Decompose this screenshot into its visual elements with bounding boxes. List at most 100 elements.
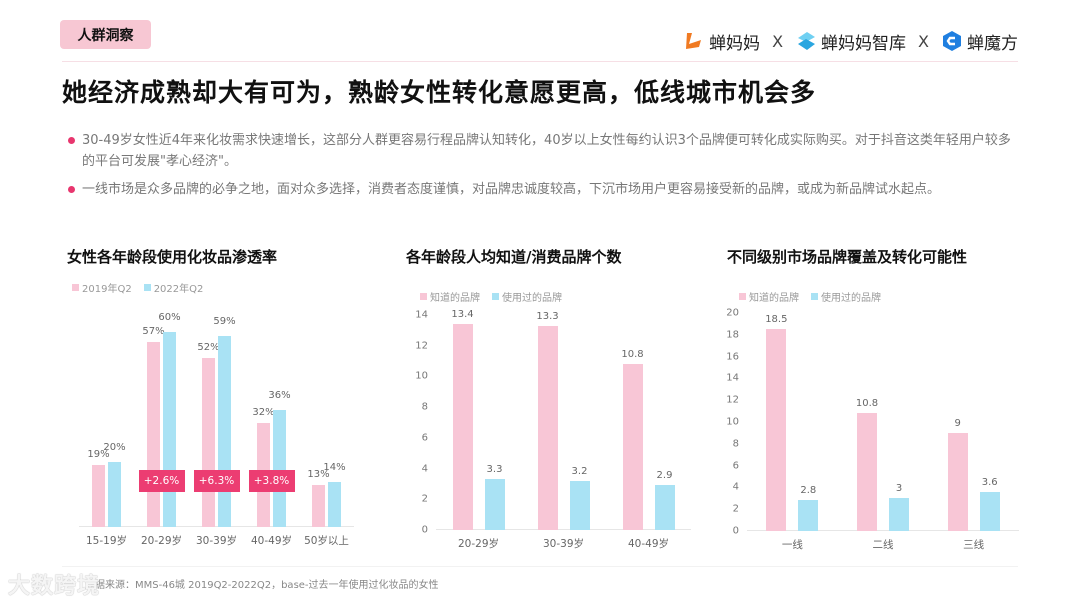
- data-label: 3.3: [486, 464, 503, 476]
- data-label: 60%: [158, 312, 181, 324]
- legend-item-used: 使用过的品牌: [811, 289, 881, 304]
- legend-label: 知道的品牌: [430, 293, 480, 304]
- growth-badge: +3.8%: [248, 470, 295, 492]
- y-tick-label: 2: [421, 493, 428, 505]
- data-label: 19%: [87, 449, 110, 461]
- bar-series1: [947, 432, 968, 531]
- data-label: 10.8: [621, 349, 644, 361]
- y-tick-label: 6: [732, 460, 739, 472]
- data-label: 57%: [142, 326, 165, 338]
- logo-label: 蝉魔方: [967, 33, 1018, 54]
- legend-label: 使用过的品牌: [502, 293, 562, 304]
- bar-series2: [273, 410, 286, 527]
- y-tick-label: 0: [421, 524, 428, 536]
- data-label: 3.2: [571, 465, 588, 477]
- legend-swatch-icon: [492, 293, 499, 300]
- chart-brand-count-by-age: 各年龄段人均知道/消费品牌个数 知道的品牌 使用过的品牌 0 2 4 6 8 10 12 14…: [406, 246, 691, 556]
- bar-series2: [798, 500, 819, 531]
- data-label: 2.8: [800, 485, 817, 497]
- x-axis: [747, 530, 1019, 531]
- y-tick-label: 4: [421, 463, 428, 475]
- y-tick-label: 14: [415, 309, 428, 321]
- y-tick-label: 2: [732, 503, 739, 515]
- x-tick-label: 20-29岁: [457, 538, 500, 550]
- data-label: 3.6: [981, 476, 998, 488]
- logo-label: 蝉妈妈智库: [821, 33, 907, 54]
- legend-item-used: 使用过的品牌: [492, 289, 562, 304]
- y-tick-label: 4: [732, 481, 739, 493]
- y-tick-label: 18: [726, 329, 739, 341]
- legend-label: 知道的品牌: [749, 293, 799, 304]
- data-label: 10.8: [855, 398, 879, 410]
- chart-legend: 2019年Q2 2022年Q2: [72, 280, 203, 295]
- y-tick-label: 10: [415, 370, 428, 382]
- chanmama-logo-icon: [686, 33, 702, 49]
- x-tick-label: 15-19岁: [85, 535, 128, 547]
- y-tick-label: 6: [421, 432, 428, 444]
- bullet-text: 一线市场是众多品牌的必争之地，面对众多选择，消费者态度谨慎，对品牌忠诚度较高，下…: [82, 182, 941, 197]
- x-axis: [436, 529, 691, 530]
- legend-item-2022: 2022年Q2: [143, 280, 203, 295]
- data-label: 9: [954, 417, 961, 429]
- bullet-text: 30-49岁女性近4年来化妆需求快速增长，这部分人群更容易行程品牌认知转化，40…: [82, 133, 1011, 169]
- chart-title: 女性各年龄段使用化妆品渗透率: [67, 248, 278, 266]
- header-divider: [62, 61, 1018, 62]
- bar-series2: [328, 481, 341, 527]
- chart-plot-area: 19% 20% 15-19岁 57% 60% 20-29岁 52% 59% 30-39岁 32% 3…: [79, 300, 354, 547]
- bar-series1: [857, 413, 877, 531]
- bar-series2: [484, 479, 505, 530]
- y-tick-label: 12: [415, 340, 428, 352]
- watermark: 大数跨境: [8, 574, 101, 599]
- logo-chanmama: 蝉妈妈: [683, 29, 760, 54]
- y-tick-label: 16: [726, 351, 739, 363]
- bar-series1: [537, 325, 558, 530]
- y-tick-label: 8: [732, 438, 739, 450]
- logo-chanmofang: 蝉魔方: [941, 29, 1018, 54]
- chart-penetration-rate: 女性各年龄段使用化妆品渗透率 2019年Q2 2022年Q2 19% 20% 15-…: [67, 246, 367, 556]
- y-tick-label: 12: [726, 394, 739, 406]
- legend-swatch-icon: [739, 293, 746, 300]
- bar-series2: [654, 485, 675, 530]
- bar-series1: [312, 484, 325, 527]
- page-title: 她经济成熟却大有可为，熟龄女性转化意愿更高，低线城市机会多: [62, 78, 817, 107]
- bar-series1: [622, 364, 643, 530]
- chart-legend: 知道的品牌 使用过的品牌: [739, 289, 881, 304]
- data-label: 36%: [268, 390, 291, 402]
- bar-series1: [92, 465, 105, 527]
- data-label: 3: [895, 483, 903, 495]
- logo-separator: X: [918, 31, 929, 51]
- x-tick-label: 三线: [963, 539, 985, 551]
- data-label: 13.4: [451, 309, 474, 321]
- bar-series2: [218, 335, 231, 527]
- legend-label: 2019年Q2: [82, 284, 132, 295]
- chanmama-zhiku-logo-icon: [798, 32, 816, 50]
- data-label: 14%: [323, 461, 346, 473]
- bar-series2: [979, 491, 1000, 531]
- bar-series2: [569, 480, 590, 530]
- x-tick-label: 一线: [781, 539, 803, 551]
- data-label: 59%: [213, 315, 236, 327]
- growth-badge: +6.3%: [193, 470, 240, 492]
- logo-separator: X: [772, 31, 784, 51]
- data-label: 2.9: [656, 470, 673, 482]
- bar-series1: [452, 324, 473, 530]
- y-tick-label: 14: [726, 372, 739, 384]
- insight-bullets: 30-49岁女性近4年来化妆需求快速增长，这部分人群更容易行程品牌认知转化，40…: [68, 130, 1018, 207]
- legend-swatch-icon: [72, 284, 79, 291]
- footer-divider: [62, 566, 1018, 567]
- bar-series1: [202, 358, 215, 527]
- legend-label: 使用过的品牌: [821, 293, 881, 304]
- bar-series2: [108, 462, 121, 527]
- chart-legend: 知道的品牌 使用过的品牌: [420, 289, 562, 304]
- chanmofang-logo-icon: [943, 31, 961, 51]
- legend-swatch-icon: [143, 284, 151, 291]
- data-source-note: 数据来源：MMS-46城 2019Q2-2022Q2，base-过去一年使用过化…: [85, 580, 439, 591]
- bullet-item: 30-49岁女性近4年来化妆需求快速增长，这部分人群更容易行程品牌认知转化，40…: [68, 130, 1018, 172]
- legend-item-known: 知道的品牌: [739, 289, 799, 304]
- bar-series1: [147, 342, 160, 527]
- bullet-dot-icon: [68, 186, 75, 193]
- x-tick-label: 30-39岁: [195, 535, 238, 547]
- x-tick-label: 40-49岁: [250, 535, 293, 547]
- data-label: 13.3: [536, 310, 559, 322]
- y-tick-label: 0: [732, 525, 739, 537]
